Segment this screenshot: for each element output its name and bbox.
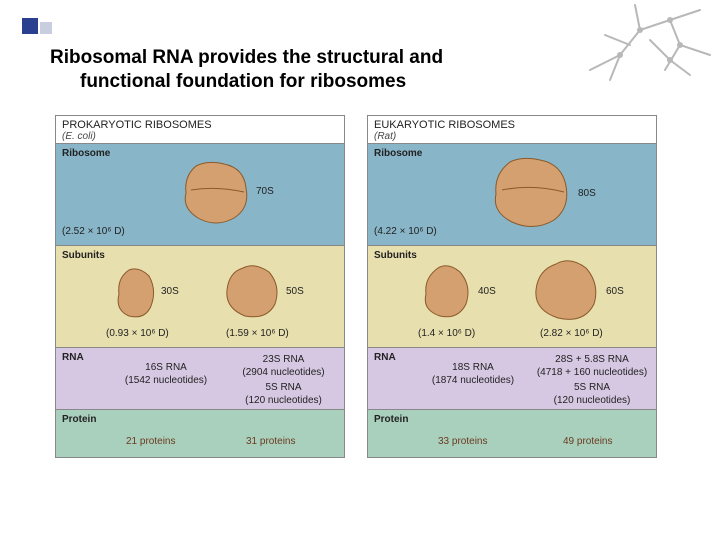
protein-count: 49 proteins xyxy=(563,436,612,447)
protein-count: 21 proteins xyxy=(126,436,175,447)
panel-name: PROKARYOTIC RIBOSOMES xyxy=(62,119,338,131)
row-subunits: Subunits 30S 50S (0.93 × 10⁶ D) (1.59 × … xyxy=(56,245,344,347)
rna-name: 16S RNA xyxy=(111,362,221,375)
rna-nt: (1874 nucleotides) xyxy=(418,375,528,388)
ribosome-mass: (4.22 × 10⁶ D) xyxy=(374,226,437,237)
row-subunits: Subunits 40S 60S (1.4 × 10⁶ D) (2.82 × 1… xyxy=(368,245,656,347)
row-rna: RNA 16S RNA (1542 nucleotides) 23S RNA (… xyxy=(56,347,344,409)
row-label: Subunits xyxy=(374,250,650,261)
row-label: Protein xyxy=(62,414,338,425)
ribosome-mass: (2.52 × 10⁶ D) xyxy=(62,226,125,237)
rna-name: 5S RNA xyxy=(226,382,341,395)
row-label: Subunits xyxy=(62,250,338,261)
panel-header: PROKARYOTIC RIBOSOMES (E. coli) xyxy=(56,116,344,143)
row-label: Protein xyxy=(374,414,650,425)
rna-nt: (120 nucleotides) xyxy=(226,395,341,408)
protein-count: 33 proteins xyxy=(438,436,487,447)
rna-nt: (120 nucleotides) xyxy=(528,395,656,408)
panel-header: EUKARYOTIC RIBOSOMES (Rat) xyxy=(368,116,656,143)
rna-nt: (1542 nucleotides) xyxy=(111,375,221,388)
ribosome-blob xyxy=(176,158,254,230)
subunit-small-mass: (0.93 × 10⁶ D) xyxy=(106,328,169,339)
subunit-large-s: 60S xyxy=(606,286,624,299)
rna-nt: (2904 nucleotides) xyxy=(226,367,341,380)
rna-name: 28S + 5.8S RNA xyxy=(528,354,656,367)
rna-name: 23S RNA xyxy=(226,354,341,367)
slide-bullets xyxy=(22,18,52,39)
subunit-large-blob xyxy=(530,258,602,324)
row-protein: Protein 21 proteins 31 proteins xyxy=(56,409,344,457)
rna-nt: (4718 + 160 nucleotides) xyxy=(528,367,656,380)
row-ribosome: Ribosome (2.52 × 10⁶ D) 70S xyxy=(56,143,344,245)
title-line2: functional foundation for ribosomes xyxy=(80,70,443,94)
subunit-small-s: 40S xyxy=(478,286,496,299)
row-ribosome: Ribosome (4.22 × 10⁶ D) 80S xyxy=(368,143,656,245)
panel-species: (Rat) xyxy=(374,131,650,142)
panel-species: (E. coli) xyxy=(62,131,338,142)
subunit-small-blob xyxy=(111,266,159,322)
panel-prokaryotic: PROKARYOTIC RIBOSOMES (E. coli) Ribosome… xyxy=(55,115,345,458)
panel-eukaryotic: EUKARYOTIC RIBOSOMES (Rat) Ribosome (4.2… xyxy=(367,115,657,458)
subunit-large-mass: (2.82 × 10⁶ D) xyxy=(540,328,603,339)
title-line1: Ribosomal RNA provides the structural an… xyxy=(50,46,443,70)
comparison-panels: PROKARYOTIC RIBOSOMES (E. coli) Ribosome… xyxy=(55,115,657,458)
protein-count: 31 proteins xyxy=(246,436,295,447)
ribosome-blob xyxy=(486,154,574,234)
subunit-small-s: 30S xyxy=(161,286,179,299)
panel-name: EUKARYOTIC RIBOSOMES xyxy=(374,119,650,131)
subunit-large-s: 50S xyxy=(286,286,304,299)
row-protein: Protein 33 proteins 49 proteins xyxy=(368,409,656,457)
subunit-small-mass: (1.4 × 10⁶ D) xyxy=(418,328,475,339)
rna-name: 5S RNA xyxy=(528,382,656,395)
ribosome-s: 80S xyxy=(578,188,596,201)
rna-structure-decoration xyxy=(580,0,720,95)
subunit-large-mass: (1.59 × 10⁶ D) xyxy=(226,328,289,339)
rna-name: 18S RNA xyxy=(418,362,528,375)
slide-title: Ribosomal RNA provides the structural an… xyxy=(50,46,443,94)
subunit-small-blob xyxy=(418,264,474,322)
subunit-large-blob xyxy=(221,262,283,322)
row-rna: RNA 18S RNA (1874 nucleotides) 28S + 5.8… xyxy=(368,347,656,409)
ribosome-s: 70S xyxy=(256,186,274,199)
